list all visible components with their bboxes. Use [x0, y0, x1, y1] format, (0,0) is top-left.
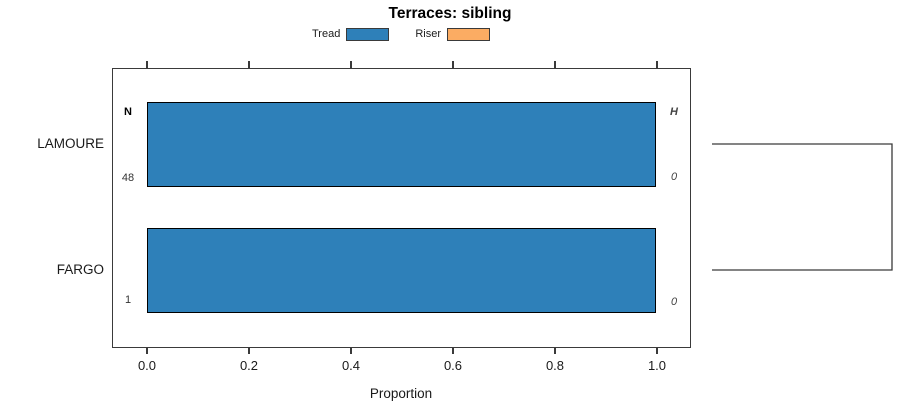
- chart-title: Terraces: sibling: [388, 5, 512, 22]
- legend: Tread Riser: [112, 26, 690, 42]
- y-axis-label-fargo: FARGO: [56, 262, 104, 277]
- x-tick-label-0: 0.0: [137, 358, 157, 373]
- top-tick-0: [146, 61, 148, 68]
- legend-item-tread: Tread: [312, 27, 390, 41]
- y-axis-label-lamoure: LAMOURE: [37, 136, 104, 151]
- legend-swatch-riser-icon: [447, 27, 490, 41]
- x-tick-label-4: 0.8: [545, 358, 565, 373]
- top-tick-5: [656, 61, 658, 68]
- n-value-lamoure: 48: [121, 172, 135, 184]
- h-value-fargo: 0: [670, 296, 678, 308]
- bottom-tick-2: [350, 347, 352, 354]
- top-tick-1: [248, 61, 250, 68]
- bottom-tick-4: [554, 347, 556, 354]
- x-tick-label-3: 0.6: [443, 358, 463, 373]
- bar-lamoure-tread: [147, 102, 656, 187]
- n-value-fargo: 1: [124, 294, 132, 306]
- bar-fargo-tread: [147, 228, 656, 313]
- legend-item-riser: Riser: [415, 27, 490, 41]
- x-axis-title: Proportion: [369, 386, 433, 401]
- legend-swatch-tread-icon: [346, 27, 390, 41]
- h-value-lamoure: 0: [670, 171, 678, 183]
- top-tick-3: [452, 61, 454, 68]
- x-tick-label-5: 1.0: [647, 358, 667, 373]
- legend-label-tread: Tread: [312, 28, 341, 40]
- bottom-tick-3: [452, 347, 454, 354]
- dendrogram-bracket: [712, 143, 893, 271]
- h-column-header: H: [670, 106, 678, 118]
- top-tick-2: [350, 61, 352, 68]
- bottom-tick-0: [146, 347, 148, 354]
- bottom-tick-5: [656, 347, 658, 354]
- x-tick-label-2: 0.4: [341, 358, 361, 373]
- x-tick-label-1: 0.2: [239, 358, 259, 373]
- legend-label-riser: Riser: [415, 28, 441, 40]
- n-column-header: N: [124, 106, 132, 118]
- bottom-tick-1: [248, 347, 250, 354]
- top-tick-4: [554, 61, 556, 68]
